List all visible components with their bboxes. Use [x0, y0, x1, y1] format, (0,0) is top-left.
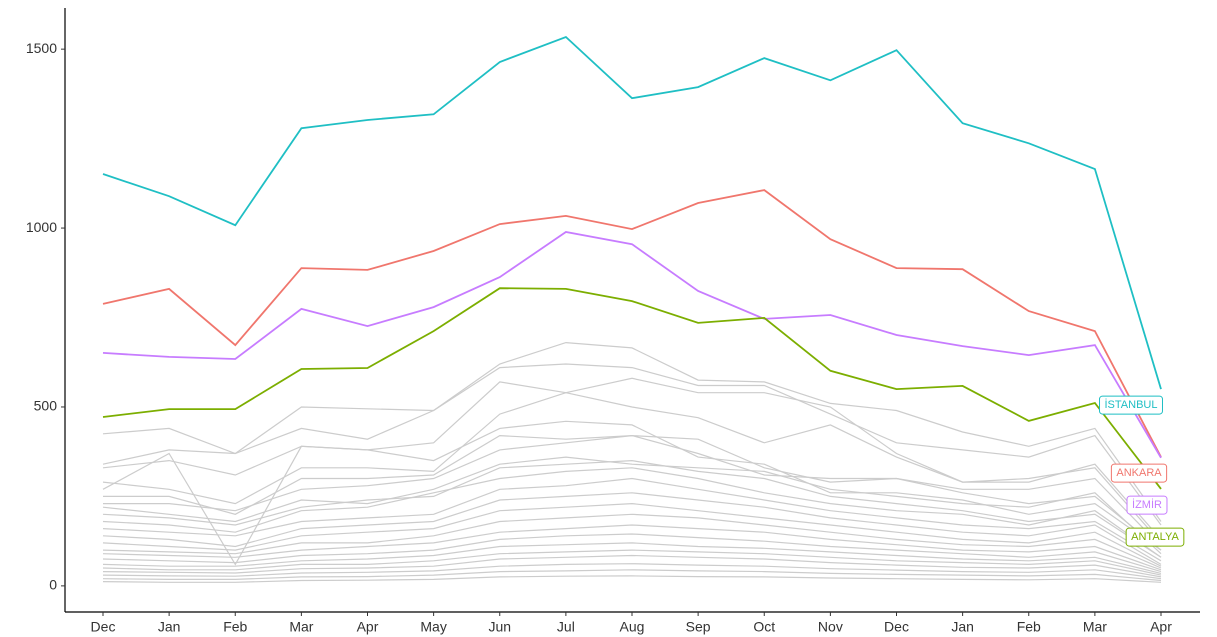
- label-box: [1099, 395, 1163, 415]
- x-tick-label: Aug: [620, 619, 645, 635]
- line: [102, 569, 1162, 582]
- x-tick-label: Jan: [951, 619, 974, 635]
- label-box: [1126, 495, 1168, 515]
- line: [103, 434, 1162, 551]
- x-tick-label: Jun: [488, 619, 511, 635]
- x-tick-label: Dec: [91, 619, 116, 635]
- line: [102, 341, 1162, 522]
- y-tick-label: 500: [34, 398, 58, 414]
- x-tick-label: Sep: [686, 619, 711, 635]
- x-tick-label: Nov: [818, 619, 843, 635]
- series-label: İZMİR: [1132, 498, 1162, 511]
- x-tick-label: Mar: [1083, 619, 1107, 635]
- series-label: ANTALYA: [1131, 531, 1179, 543]
- x-tick-label: May: [420, 619, 446, 635]
- label-box: [1110, 463, 1168, 483]
- line: [102, 533, 1162, 573]
- y-tick-label: 1000: [26, 219, 57, 235]
- line: [102, 542, 1162, 574]
- x-tick-label: Dec: [884, 619, 909, 635]
- line: [102, 459, 1162, 558]
- line: [102, 549, 1162, 576]
- line: [102, 35, 1162, 390]
- line: [102, 381, 1162, 540]
- y-tick-label: 1500: [26, 40, 57, 56]
- line: [102, 189, 1162, 458]
- line: [102, 477, 1162, 562]
- label-box: [1125, 527, 1185, 547]
- series-label: ANKARA: [1116, 467, 1162, 479]
- x-tick-label: Feb: [1017, 619, 1041, 635]
- x-tick-label: Jul: [557, 619, 575, 635]
- line: [102, 287, 1162, 490]
- x-tick-label: Mar: [289, 619, 313, 635]
- line: [102, 554, 1162, 578]
- x-tick-label: Feb: [223, 619, 247, 635]
- line: [102, 363, 1162, 526]
- x-tick-label: Apr: [357, 619, 379, 635]
- line: [102, 377, 1162, 544]
- y-tick-label: 0: [49, 577, 57, 593]
- line: [102, 456, 1162, 555]
- line: [102, 563, 1162, 580]
- x-tick-label: Jan: [158, 619, 181, 635]
- line: [102, 524, 1162, 571]
- line: [102, 513, 1162, 569]
- series-label: İSTANBUL: [1105, 398, 1158, 411]
- line: [102, 231, 1162, 459]
- line: [102, 502, 1162, 567]
- line: [102, 492, 1162, 565]
- line: [102, 575, 1162, 583]
- x-tick-label: Oct: [753, 619, 775, 635]
- line: [102, 467, 1162, 558]
- x-tick-label: Apr: [1150, 619, 1172, 635]
